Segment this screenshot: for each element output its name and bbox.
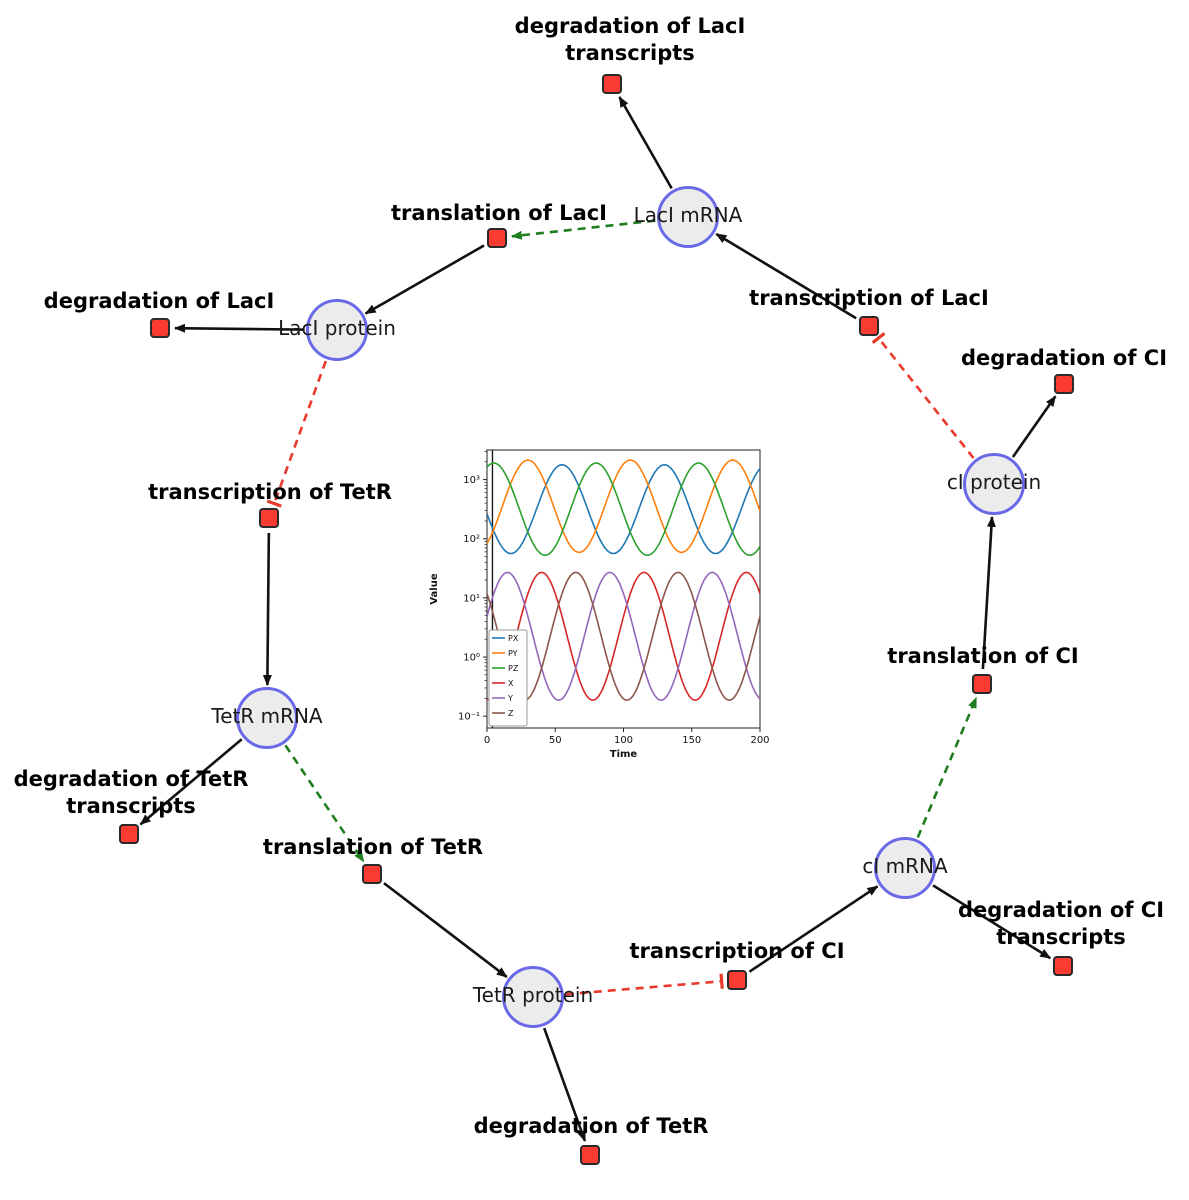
legend-label-Y: Y [507, 694, 513, 703]
species-laci-mrna[interactable] [657, 186, 719, 248]
series-X [487, 571, 760, 701]
legend-label-X: X [508, 679, 514, 688]
edge-ci-protein-deg-ci [1011, 395, 1057, 458]
edge-tetr-protein-deg-tetr [542, 1027, 587, 1142]
reaction-deg-tetr[interactable] [580, 1145, 600, 1165]
edge-transcription-of-laci-laci-mrna [715, 232, 857, 320]
legend-label-Z: Z [508, 709, 514, 718]
reaction-translation-of-tetr[interactable] [362, 864, 382, 884]
edge-tetr-mrna-deg-tetr-transcripts [139, 738, 243, 826]
edge-ci-mrna-translation-of-ci [916, 696, 978, 839]
svg-text:10¹: 10¹ [463, 593, 480, 604]
legend-label-PZ: PZ [508, 664, 519, 673]
legend-label-PX: PX [508, 634, 519, 643]
svg-text:0: 0 [484, 735, 490, 746]
svg-text:10⁰: 10⁰ [463, 653, 480, 664]
reaction-transcription-of-laci[interactable] [859, 316, 879, 336]
reaction-deg-laci-transcripts[interactable] [602, 74, 622, 94]
edge-laci-mrna-deg-laci-transcripts [618, 96, 673, 189]
edge-laci-protein-deg-laci [173, 323, 305, 333]
species-laci-protein[interactable] [306, 299, 368, 361]
edge-ci-protein-transcription-of-laci [871, 332, 975, 459]
series-Z [487, 571, 760, 701]
svg-text:200: 200 [750, 735, 769, 746]
series-Y [487, 571, 760, 701]
series-PZ [487, 462, 760, 556]
edge-transcription-of-tetr-tetr-mrna [262, 532, 272, 687]
svg-text:100: 100 [614, 735, 633, 746]
species-tetr-protein[interactable] [502, 966, 564, 1028]
edge-translation-of-tetr-tetr-protein [383, 882, 508, 978]
svg-text:10³: 10³ [463, 475, 480, 486]
reaction-translation-of-ci[interactable] [972, 674, 992, 694]
species-ci-mrna[interactable] [874, 837, 936, 899]
simulation-timeseries-plot: 0 50 100 150 200 10⁻¹ 10⁰ 10¹ 10² 10³ Time Value PX P… [425, 438, 770, 760]
reaction-deg-laci[interactable] [150, 318, 170, 338]
legend-label-PY: PY [508, 649, 518, 658]
plot-svg: 0 50 100 150 200 10⁻¹ 10⁰ 10¹ 10² 10³ Time Value PX P… [429, 449, 770, 760]
edge-translation-of-laci-laci-protein [364, 244, 485, 315]
reaction-deg-ci[interactable] [1054, 374, 1074, 394]
edge-tetr-mrna-translation-of-tetr [284, 744, 365, 863]
species-ci-protein[interactable] [963, 453, 1025, 515]
edge-laci-mrna-translation-of-laci [510, 219, 656, 240]
reaction-deg-tetr-transcripts[interactable] [119, 824, 139, 844]
species-tetr-mrna[interactable] [236, 687, 298, 749]
edge-laci-protein-transcription-of-tetr [266, 360, 327, 508]
svg-text:10²: 10² [463, 534, 480, 545]
reaction-transcription-of-tetr[interactable] [259, 508, 279, 528]
svg-text:10⁻¹: 10⁻¹ [458, 712, 480, 723]
x-axis-label: Time [610, 749, 638, 758]
svg-text:50: 50 [549, 735, 562, 746]
edge-ci-mrna-deg-ci-transcripts [932, 884, 1052, 960]
reaction-transcription-of-ci[interactable] [727, 970, 747, 990]
y-axis-label: Value [429, 573, 440, 604]
series-PY [487, 459, 760, 554]
legend-box [488, 629, 528, 727]
edge-translation-of-ci-ci-protein [981, 515, 996, 670]
svg-text:150: 150 [682, 735, 701, 746]
edge-tetr-protein-transcription-of-ci [565, 973, 724, 996]
reaction-deg-ci-transcripts[interactable] [1053, 956, 1073, 976]
reaction-translation-of-laci[interactable] [487, 228, 507, 248]
edge-transcription-of-ci-ci-mrna [748, 885, 879, 973]
series-PX [487, 463, 760, 555]
